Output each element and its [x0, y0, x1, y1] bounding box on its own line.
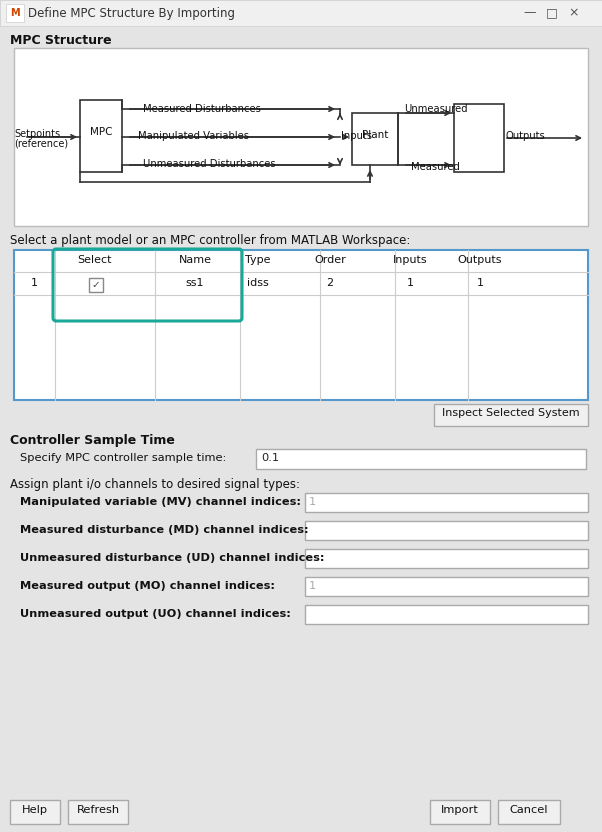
Text: Unmeasured: Unmeasured [404, 104, 468, 114]
Text: 1: 1 [309, 581, 316, 591]
Text: Inputs: Inputs [341, 131, 372, 141]
Text: Select a plant model or an MPC controller from MATLAB Workspace:: Select a plant model or an MPC controlle… [10, 234, 411, 247]
Bar [305, 521, 588, 540]
Text: Cancel: Cancel [510, 805, 548, 815]
Bar [430, 800, 490, 824]
Text: 1: 1 [477, 278, 483, 288]
Bar [89, 278, 103, 292]
Text: ✓: ✓ [92, 280, 101, 290]
Bar [454, 104, 504, 172]
Text: Help: Help [22, 805, 48, 815]
Text: ss1: ss1 [186, 278, 204, 288]
Text: Inputs: Inputs [393, 255, 427, 265]
Bar [305, 605, 588, 624]
Bar [14, 250, 588, 400]
Bar [305, 549, 588, 568]
Bar [0, 0, 602, 26]
Bar [68, 800, 128, 824]
Text: Unmeasured disturbance (UD) channel indices:: Unmeasured disturbance (UD) channel indi… [20, 553, 324, 563]
Bar [10, 800, 60, 824]
Text: 0.1: 0.1 [261, 453, 279, 463]
Text: Import: Import [441, 805, 479, 815]
Text: Measured output (MO) channel indices:: Measured output (MO) channel indices: [20, 581, 275, 591]
Text: Inspect Selected System: Inspect Selected System [442, 408, 580, 418]
Text: ×: × [569, 7, 579, 19]
Text: 2: 2 [326, 278, 334, 288]
Text: Order: Order [314, 255, 346, 265]
Text: MPC Structure: MPC Structure [10, 34, 111, 47]
Text: Outputs: Outputs [506, 131, 546, 141]
Text: Setpoints: Setpoints [14, 129, 60, 139]
Text: Measured disturbance (MD) channel indices:: Measured disturbance (MD) channel indice… [20, 525, 309, 535]
Text: Specify MPC controller sample time:: Specify MPC controller sample time: [20, 453, 226, 463]
Text: Controller Sample Time: Controller Sample Time [10, 434, 175, 447]
Text: Type: Type [245, 255, 271, 265]
Bar [256, 449, 586, 469]
Text: idss: idss [247, 278, 269, 288]
Text: —: — [524, 7, 536, 19]
Bar [498, 800, 560, 824]
Bar [305, 577, 588, 596]
Text: 1: 1 [406, 278, 414, 288]
Text: Unmeasured Disturbances: Unmeasured Disturbances [143, 159, 276, 169]
Text: M: M [10, 8, 20, 18]
Text: □: □ [546, 7, 558, 19]
Text: Assign plant i/o channels to desired signal types:: Assign plant i/o channels to desired sig… [10, 478, 300, 491]
Bar [6, 4, 24, 22]
Text: Name: Name [179, 255, 211, 265]
Bar [80, 100, 122, 172]
Text: (reference): (reference) [14, 138, 68, 148]
Text: 1: 1 [31, 278, 37, 288]
Bar [434, 404, 588, 426]
Text: Measured: Measured [411, 162, 460, 172]
Text: Define MPC Structure By Importing: Define MPC Structure By Importing [28, 7, 235, 20]
Text: Refresh: Refresh [76, 805, 120, 815]
Bar [352, 113, 398, 165]
Bar [14, 48, 588, 226]
Bar [305, 493, 588, 512]
Text: Unmeasured output (UO) channel indices:: Unmeasured output (UO) channel indices: [20, 609, 291, 619]
Text: Plant: Plant [362, 130, 388, 140]
Text: Manipulated Variables: Manipulated Variables [138, 131, 249, 141]
Text: Outputs: Outputs [458, 255, 502, 265]
Text: MPC: MPC [90, 127, 112, 137]
Text: 1: 1 [309, 497, 316, 507]
Text: Measured Disturbances: Measured Disturbances [143, 104, 261, 114]
Text: Manipulated variable (MV) channel indices:: Manipulated variable (MV) channel indice… [20, 497, 301, 507]
Text: Select: Select [78, 255, 112, 265]
